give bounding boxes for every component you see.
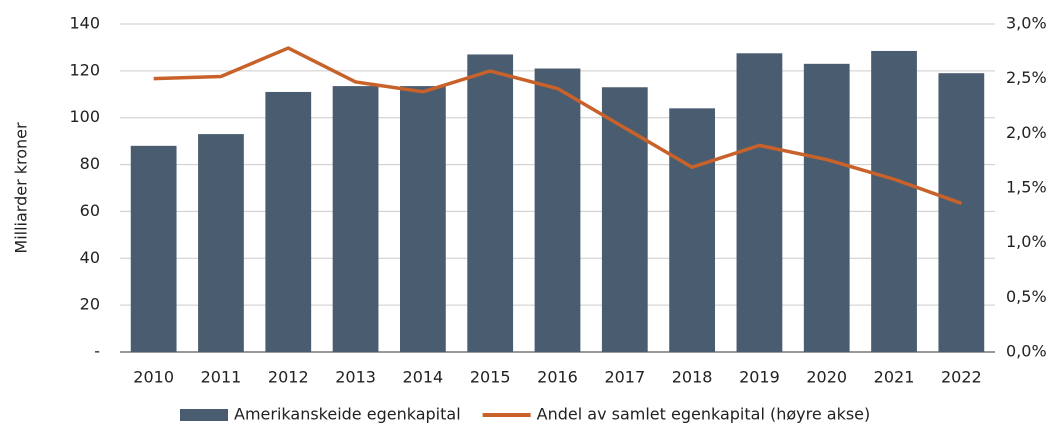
bar (130, 145, 177, 352)
y-tick-label: 60 (80, 201, 100, 220)
y-tick-label: 80 (80, 154, 100, 173)
bar (467, 54, 514, 352)
x-tick-label: 2019 (739, 368, 780, 387)
y2-tick-label: 1,5% (1006, 178, 1047, 197)
bar (938, 73, 985, 352)
legend-swatch (180, 409, 228, 421)
y2-tick-label: 2,0% (1006, 123, 1047, 142)
bar (803, 63, 850, 352)
bar (669, 108, 715, 352)
x-tick-label: 2018 (672, 368, 713, 387)
bar (534, 68, 581, 352)
x-tick-label: 2015 (470, 368, 511, 387)
y-tick-label: 100 (69, 107, 100, 126)
y-tick-label: 140 (69, 14, 100, 33)
x-tick-label: 2011 (201, 368, 242, 387)
y2-tick-label: 0,0% (1006, 342, 1047, 361)
bar (265, 91, 312, 352)
legend-label: Andel av samlet egenkapital (høyre akse) (537, 405, 871, 424)
bar (736, 53, 783, 353)
x-tick-label: 2021 (874, 368, 915, 387)
y-tick-label: 120 (69, 60, 100, 79)
y-tick-label: 40 (80, 248, 100, 267)
x-tick-label: 2022 (941, 368, 982, 387)
x-tick-label: 2013 (335, 368, 376, 387)
y2-tick-label: 3,0% (1006, 14, 1047, 33)
x-tick-label: 2016 (537, 368, 578, 387)
x-tick-label: 2020 (806, 368, 847, 387)
y2-tick-label: 1,0% (1006, 232, 1047, 251)
bar (198, 134, 244, 352)
y2-tick-label: 2,5% (1006, 68, 1047, 87)
x-tick-label: 2012 (268, 368, 309, 387)
bar (601, 87, 648, 352)
y2-tick-label: 0,5% (1006, 287, 1047, 306)
y-tick-label: 20 (80, 295, 100, 314)
bar (400, 86, 446, 352)
x-tick-label: 2014 (403, 368, 444, 387)
y-tick-label: - (94, 342, 100, 361)
bar (332, 86, 379, 352)
y-axis-label: Milliarder kroner (12, 122, 31, 254)
line (153, 46, 962, 205)
legend-label: Amerikanskeide egenkapital (234, 405, 461, 424)
x-tick-label: 2017 (604, 368, 645, 387)
x-tick-label: 2010 (133, 368, 174, 387)
bar (871, 50, 917, 352)
